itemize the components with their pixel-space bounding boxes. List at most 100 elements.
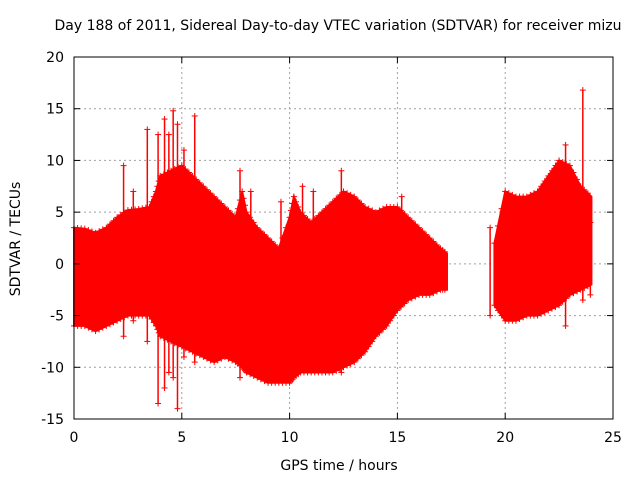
- point-marker: [175, 164, 182, 171]
- point-marker: [237, 167, 244, 174]
- point-marker: [401, 210, 408, 217]
- point-marker: [574, 176, 581, 183]
- point-marker: [254, 224, 261, 231]
- point-marker: [211, 359, 218, 366]
- point-marker: [487, 224, 494, 231]
- point-marker: [365, 205, 372, 212]
- point-marker: [144, 338, 151, 345]
- point-marker: [552, 303, 559, 310]
- point-marker: [207, 190, 214, 197]
- point-marker: [433, 288, 440, 295]
- point-marker: [545, 307, 552, 314]
- point-marker: [584, 190, 591, 197]
- point-marker: [275, 245, 282, 252]
- point-marker: [240, 195, 247, 202]
- point-marker: [193, 350, 200, 357]
- point-marker: [175, 341, 182, 348]
- point-marker: [548, 305, 555, 312]
- point-marker: [509, 191, 516, 198]
- point-marker: [290, 193, 297, 200]
- point-marker: [196, 352, 203, 359]
- point-marker: [182, 166, 189, 173]
- point-marker: [283, 224, 290, 231]
- point-marker: [322, 205, 329, 212]
- y-tick-label: 0: [55, 257, 64, 273]
- point-marker: [300, 212, 307, 219]
- point-marker: [110, 319, 117, 326]
- point-marker: [99, 324, 106, 331]
- data-points: [71, 87, 594, 412]
- point-marker: [214, 357, 221, 364]
- point-marker: [261, 231, 268, 238]
- point-marker: [336, 366, 343, 373]
- point-marker: [577, 286, 584, 293]
- point-marker: [161, 116, 168, 123]
- chart-title: Day 188 of 2011, Sidereal Day-to-day VTE…: [55, 18, 622, 34]
- point-marker: [155, 400, 162, 407]
- point-marker: [577, 183, 584, 190]
- point-marker: [81, 322, 88, 329]
- point-marker: [548, 167, 555, 174]
- point-marker: [178, 343, 185, 350]
- point-marker: [579, 297, 586, 304]
- point-marker: [250, 372, 257, 379]
- x-tick-label: 25: [604, 430, 622, 446]
- point-marker: [155, 329, 162, 336]
- point-marker: [139, 205, 146, 212]
- point-marker: [408, 217, 415, 224]
- point-marker: [152, 188, 159, 195]
- point-marker: [214, 197, 221, 204]
- point-marker: [340, 364, 347, 371]
- point-marker: [347, 191, 354, 198]
- point-marker: [505, 190, 512, 197]
- point-marker: [182, 345, 189, 352]
- point-marker: [295, 203, 302, 210]
- point-marker: [344, 190, 351, 197]
- point-marker: [103, 322, 110, 329]
- x-axis-label: GPS time / hours: [280, 458, 397, 474]
- point-marker: [242, 202, 249, 209]
- point-marker: [135, 206, 142, 213]
- point-marker: [405, 297, 412, 304]
- point-marker: [99, 226, 106, 233]
- point-marker: [243, 369, 250, 376]
- point-marker: [189, 172, 196, 179]
- point-marker: [243, 209, 250, 216]
- point-marker: [581, 186, 588, 193]
- point-marker: [203, 355, 210, 362]
- point-marker: [405, 214, 412, 221]
- data-envelope-2: [493, 159, 593, 322]
- point-marker: [495, 222, 502, 229]
- point-marker: [430, 238, 437, 245]
- point-marker: [161, 384, 168, 391]
- point-marker: [103, 224, 110, 231]
- point-marker: [579, 87, 586, 94]
- point-marker: [171, 166, 178, 173]
- point-marker: [351, 359, 358, 366]
- point-marker: [88, 228, 95, 235]
- point-marker: [423, 231, 430, 238]
- point-marker: [574, 288, 581, 295]
- point-marker: [520, 314, 527, 321]
- y-tick-label: -5: [50, 309, 64, 325]
- y-tick-label: 10: [46, 153, 64, 169]
- point-marker: [372, 209, 379, 216]
- point-marker: [556, 302, 563, 309]
- point-marker: [150, 319, 157, 326]
- point-marker: [584, 283, 591, 290]
- point-marker: [85, 227, 92, 234]
- point-marker: [333, 367, 340, 374]
- point-marker: [114, 317, 121, 324]
- point-marker: [311, 216, 318, 223]
- point-marker: [538, 183, 545, 190]
- point-marker: [541, 178, 548, 185]
- point-marker: [157, 333, 164, 340]
- point-marker: [155, 178, 162, 185]
- point-marker: [541, 309, 548, 316]
- point-marker: [394, 307, 401, 314]
- point-marker: [299, 183, 306, 190]
- point-marker: [185, 347, 192, 354]
- point-marker: [570, 169, 577, 176]
- point-marker: [254, 374, 261, 381]
- point-marker: [164, 169, 171, 176]
